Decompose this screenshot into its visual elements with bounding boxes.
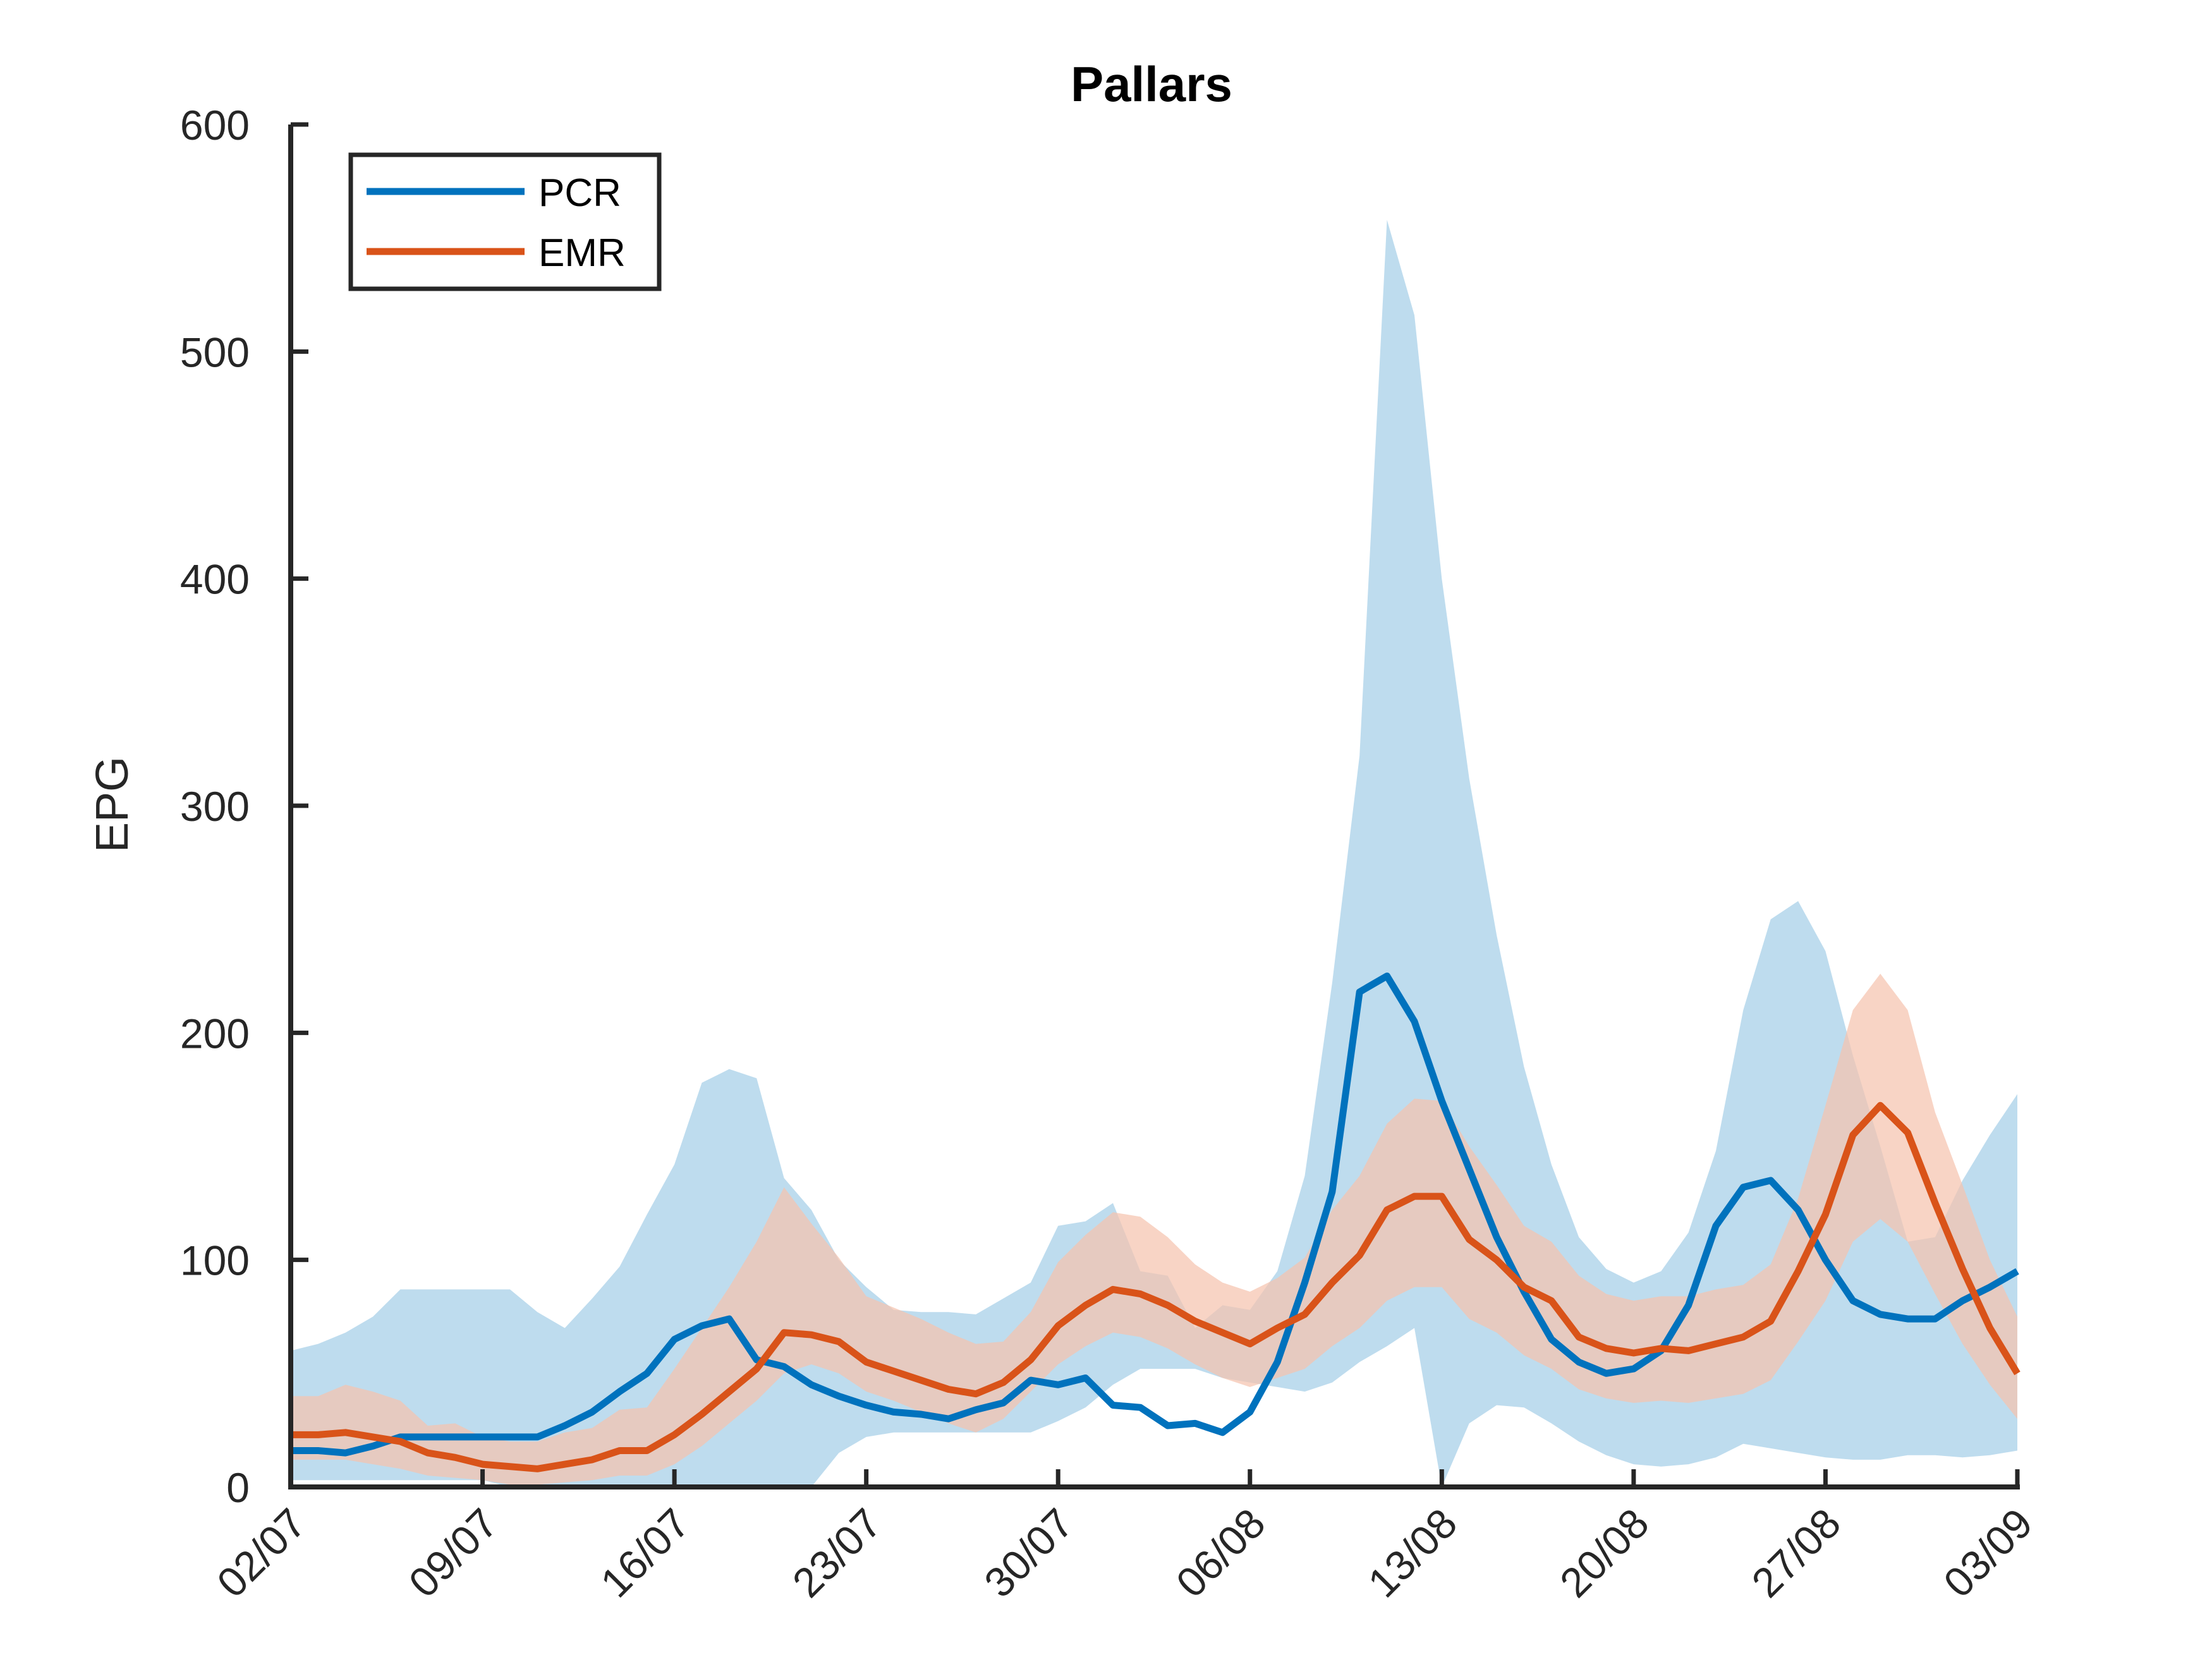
x-tick-label: 20/08 — [1551, 1500, 1658, 1606]
series-lines — [291, 973, 2021, 1472]
y-tick-label: 600 — [180, 102, 250, 149]
chart-title: Pallars — [1071, 56, 1232, 112]
x-tick-label: 27/08 — [1742, 1500, 1849, 1606]
line-pcr — [291, 973, 2019, 1457]
y-tick-label: 0 — [226, 1464, 250, 1511]
legend: PCR EMR — [348, 152, 662, 291]
y-axis-label: EPG — [87, 756, 138, 852]
y-tick-label: 200 — [180, 1010, 250, 1057]
x-tick-label: 30/07 — [975, 1500, 1082, 1606]
legend-box — [348, 152, 662, 291]
y-tick-label: 500 — [180, 329, 250, 375]
line-emr — [291, 1101, 2021, 1472]
x-tick-label: 06/08 — [1167, 1500, 1274, 1606]
legend-label-pcr: PCR — [538, 171, 621, 215]
confidence-bands — [291, 219, 2017, 1487]
band-emr — [291, 973, 2017, 1485]
band-pcr — [291, 219, 2017, 1487]
x-tick-label: 02/07 — [208, 1500, 315, 1606]
x-tick-label: 23/07 — [783, 1500, 890, 1606]
y-tick-label: 100 — [180, 1237, 250, 1284]
legend-label-emr: EMR — [538, 231, 626, 275]
y-tick-label: 400 — [180, 556, 250, 603]
x-tick-label: 03/09 — [1935, 1500, 2041, 1606]
x-tick-label: 16/07 — [592, 1500, 698, 1606]
y-tick-label: 300 — [180, 783, 250, 830]
x-tick-label: 13/08 — [1359, 1500, 1466, 1606]
x-tick-label: 09/07 — [399, 1500, 506, 1606]
